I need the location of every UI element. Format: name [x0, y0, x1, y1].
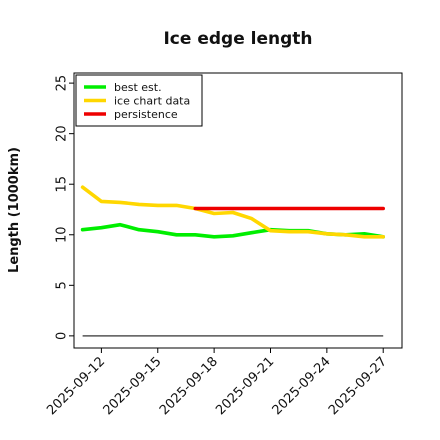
x-tick-label: 2025-09-21 [213, 354, 277, 418]
series-line-1 [80, 185, 386, 239]
y-tick-label: 0 [55, 332, 70, 340]
x-tick-label: 2025-09-27 [326, 354, 390, 418]
y-tick-label: 20 [55, 125, 70, 142]
legend-label-2: persistence [114, 108, 178, 121]
x-tick-label: 2025-09-12 [44, 354, 108, 418]
x-tick-label: 2025-09-18 [157, 354, 221, 418]
y-axis: 0 5 10 15 20 25 [55, 75, 74, 340]
chart-title: Ice edge length [163, 29, 312, 49]
y-axis-label: Length (1000km) [7, 147, 22, 273]
x-tick-label: 2025-09-15 [101, 354, 165, 418]
plot-area [80, 185, 386, 337]
plot-frame [73, 72, 403, 349]
y-tick-label: 25 [55, 75, 70, 92]
legend-label-1: ice chart data [114, 95, 190, 108]
x-tick-label: 2025-09-24 [270, 354, 334, 418]
legend-label-0: best est. [114, 81, 162, 94]
y-tick-label: 5 [55, 281, 70, 289]
y-tick-label: 15 [55, 176, 70, 193]
y-tick-label: 10 [55, 226, 70, 243]
x-axis: 2025-09-122025-09-152025-09-182025-09-21… [44, 348, 390, 418]
